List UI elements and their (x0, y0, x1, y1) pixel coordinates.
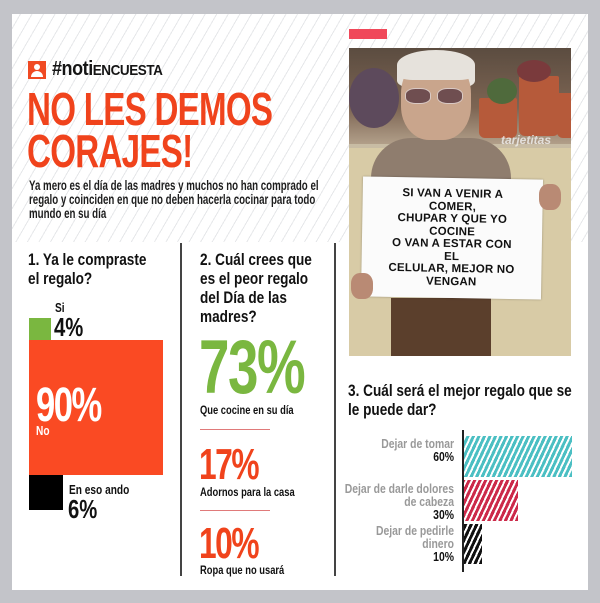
answer-en-eso-ando-value: 6% (68, 494, 98, 524)
hashtag-row: #notiENCUESTA (28, 58, 175, 81)
separator-1 (200, 429, 270, 430)
column-divider-2 (334, 243, 336, 576)
subtitle: Ya mero es el día de las madres y muchos… (29, 178, 319, 221)
answer-no-label: No (36, 423, 50, 438)
answer-si-value: 4% (54, 312, 84, 342)
accent-bar (349, 29, 387, 39)
photo-watermark: tarjetitas (501, 133, 552, 147)
answer-adornos-value: 17% (199, 440, 260, 489)
answer-adornos-label: Adornos para la casa (200, 485, 295, 499)
answer-si-label: Si (55, 300, 65, 315)
answer-en-eso-ando-square (29, 475, 63, 510)
question-2-title: 2. Cuál crees que es el peor regalo del … (200, 250, 312, 326)
bar-dejar-de-darle-dolores (464, 480, 518, 521)
answer-no-square (29, 340, 163, 475)
headline-line-1: NO LES DEMOS (27, 83, 273, 135)
separator-2 (200, 510, 270, 511)
answer-en-eso-ando-label: En eso ando (69, 482, 130, 497)
hashtag-suffix: ENCUESTA (92, 62, 163, 79)
bar-chart-axis (462, 430, 464, 572)
answer-ropa-value: 10% (199, 519, 260, 568)
hashtag-prefix: #noti (52, 58, 93, 80)
answer-si-square (29, 318, 51, 340)
answer-cocine-label: Que cocine en su día (200, 403, 294, 417)
label-dejar-de-tomar: Dejar de tomar 60% (381, 436, 454, 464)
label-dejar-de-pedirle-dinero: Dejar de pedirle dinero 10% (375, 523, 454, 564)
question-1-title: 1. Ya le compraste el regalo? (28, 250, 147, 288)
bar-dejar-de-pedirle-dinero (464, 524, 482, 564)
hashtag: #notiENCUESTA (52, 58, 163, 81)
column-divider-1 (180, 243, 182, 576)
answer-no-value: 90% (36, 379, 102, 432)
user-icon (28, 60, 46, 79)
protest-sign: SI VAN A VENIR A COMER, CHUPAR Y QUE YO … (360, 176, 544, 300)
answer-cocine-value: 73% (199, 325, 306, 410)
headline: NO LES DEMOS CORAJES! (27, 83, 358, 177)
label-dejar-de-darle-dolores: Dejar de darle dolores de cabeza 30% (344, 481, 454, 522)
answer-ropa-label: Ropa que no usará (200, 563, 285, 577)
question-3-title: 3. Cuál será el mejor regalo que se le p… (348, 381, 572, 419)
headline-line-2: CORAJES! (27, 125, 193, 177)
bar-dejar-de-tomar (464, 436, 572, 477)
photo: tarjetitas SI VAN A VENIR A COMER, CHUPA… (349, 48, 571, 356)
